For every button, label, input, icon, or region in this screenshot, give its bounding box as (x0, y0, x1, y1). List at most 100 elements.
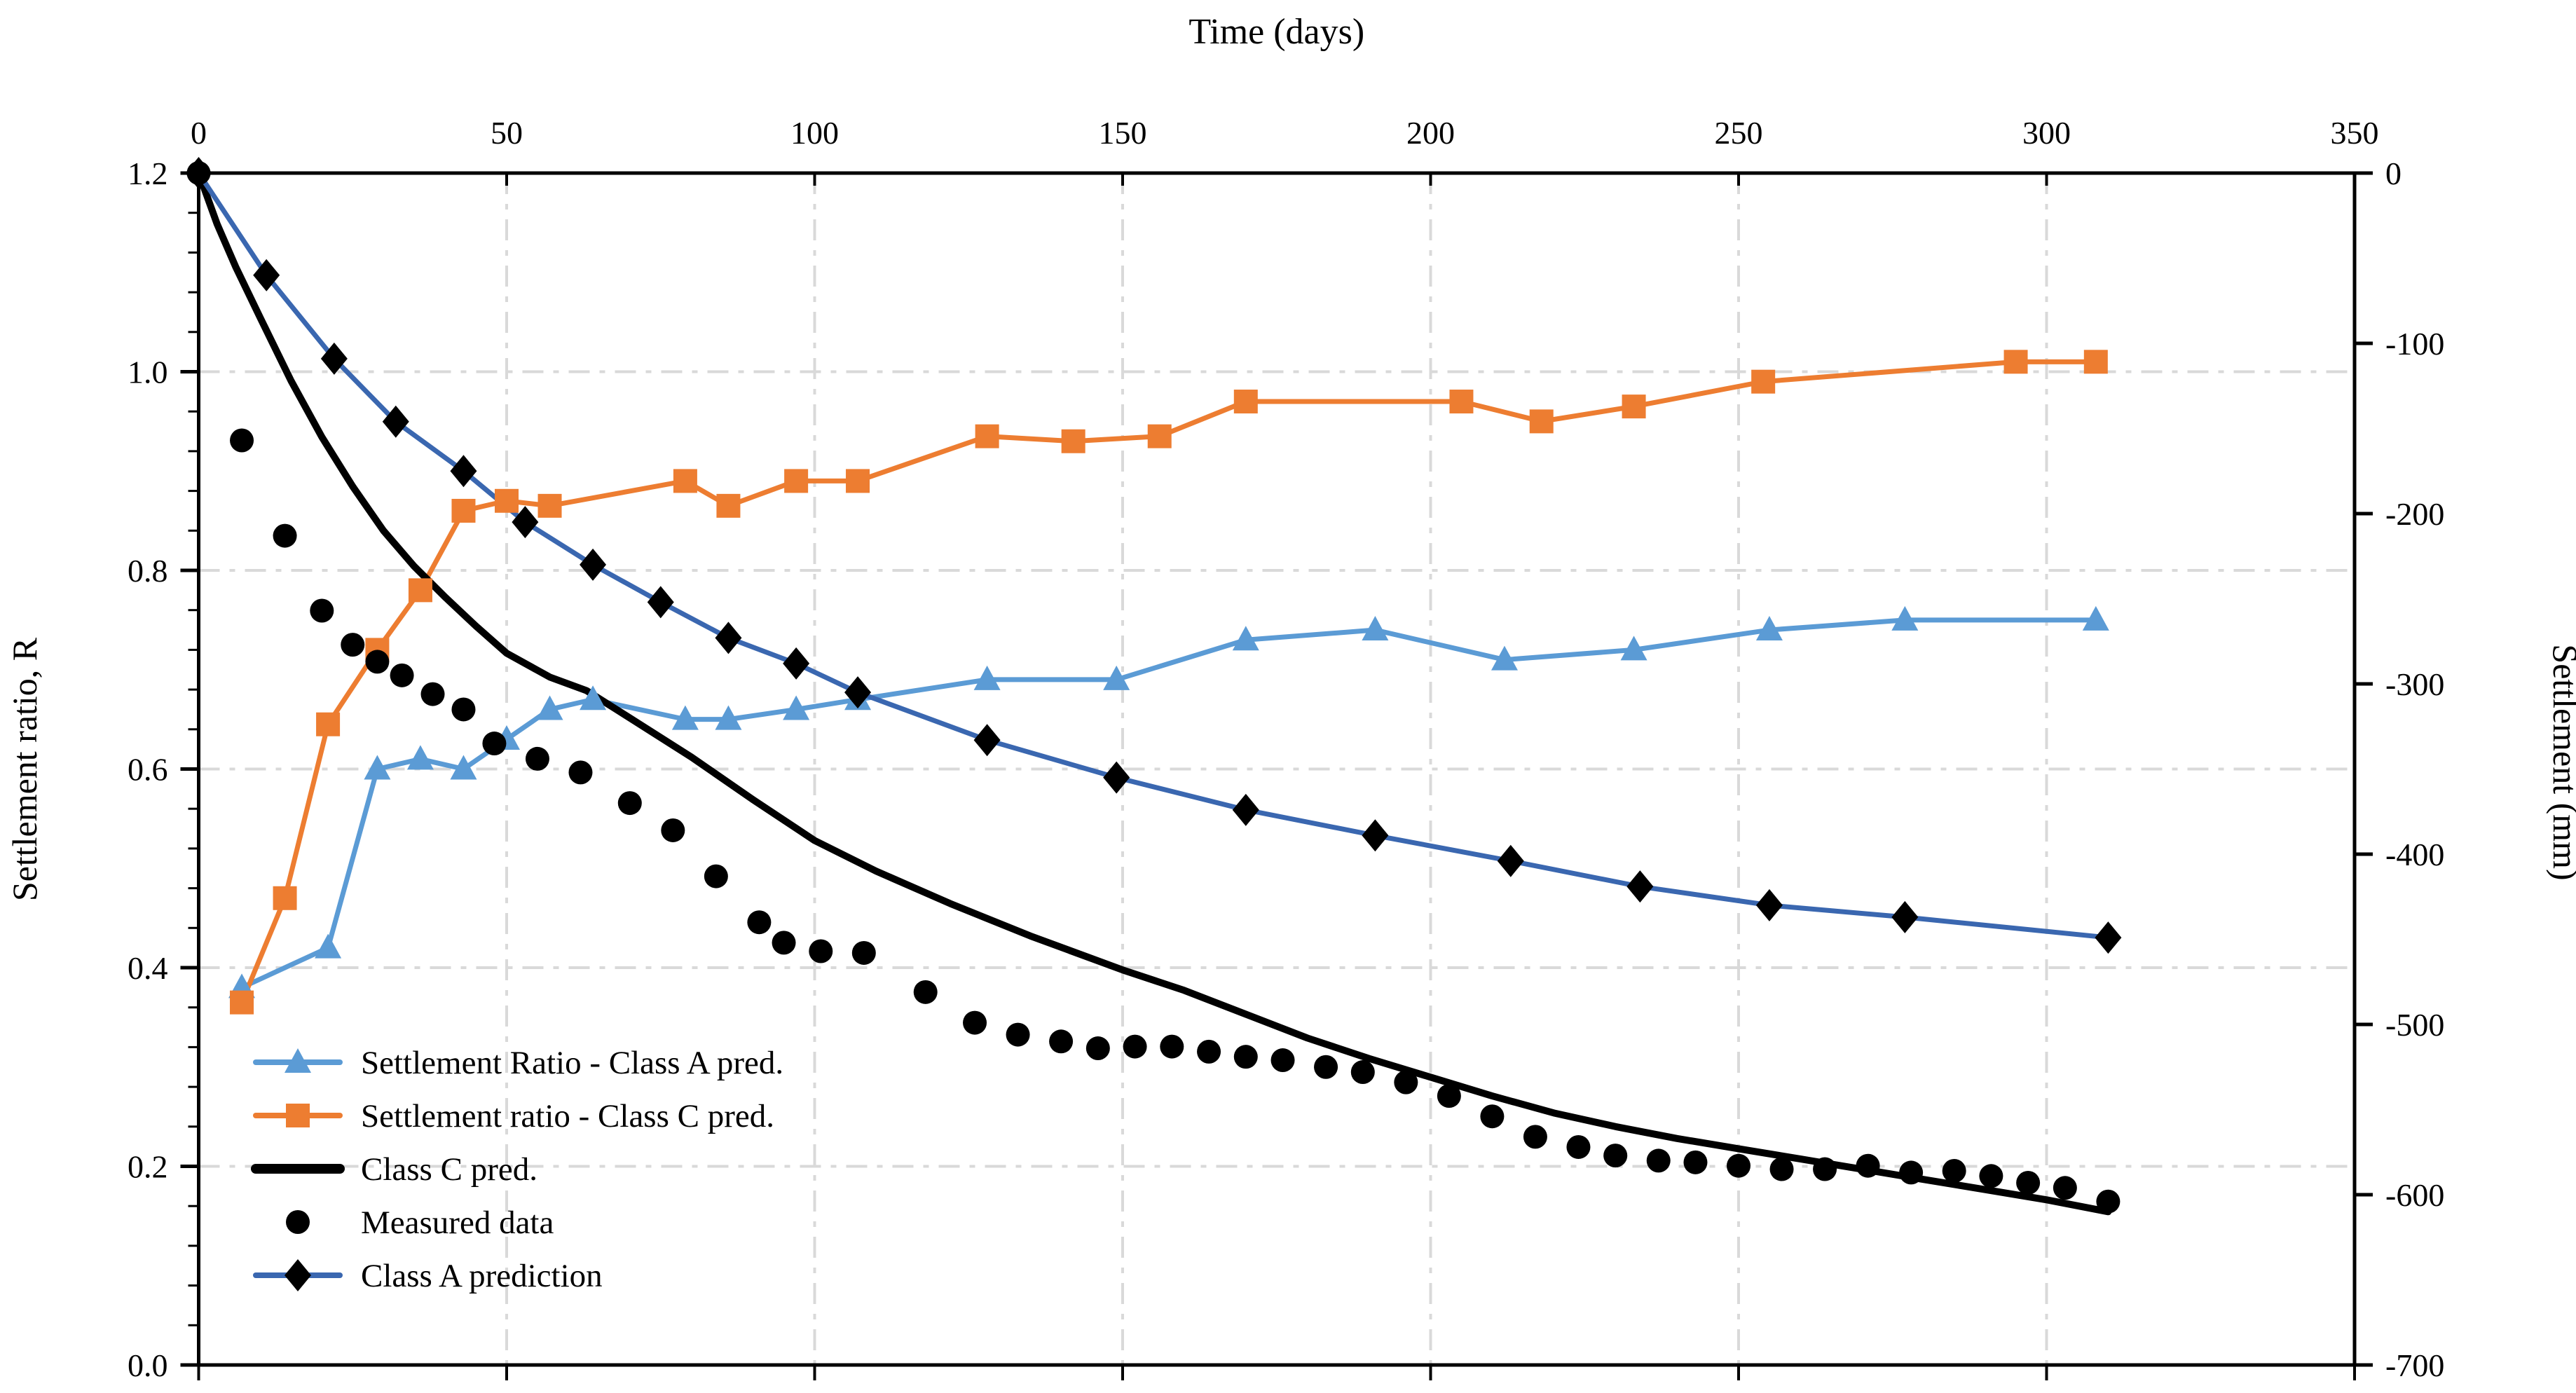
left-axis-tick-label: 1.2 (128, 156, 168, 191)
left-axis-tick-label: 0.2 (128, 1149, 168, 1185)
marker-ratio_class_c (784, 469, 809, 493)
marker-class_a_pred (1232, 793, 1259, 826)
marker-ratio_class_c (1061, 429, 1085, 453)
left-axis-tick-label: 0.8 (128, 553, 168, 589)
marker-class_a_pred (715, 622, 742, 654)
marker-measured (451, 697, 476, 722)
right-axis-tick-label: -100 (2385, 326, 2444, 362)
marker-measured (1979, 1164, 2003, 1188)
marker-ratio_class_a (580, 685, 607, 711)
marker-measured (1123, 1034, 1147, 1059)
marker-ratio_class_a (1232, 626, 1259, 651)
marker-measured (1813, 1157, 1837, 1181)
marker-class_a_pred (450, 455, 477, 488)
marker-measured (1006, 1022, 1030, 1047)
legend-marker-ratio_class_c (286, 1104, 310, 1127)
marker-ratio_class_c (2083, 350, 2108, 374)
marker-measured (1603, 1144, 1628, 1168)
marker-ratio_class_c (537, 493, 562, 518)
series-line-class_c_pred (195, 170, 2112, 1216)
marker-class_a_pred (253, 259, 280, 291)
marker-measured (230, 428, 254, 453)
marker-ratio_class_a (1103, 665, 1130, 690)
right-axis-tick-label: -700 (2385, 1347, 2444, 1383)
marker-ratio_class_c (495, 488, 519, 513)
marker-measured (1270, 1048, 1295, 1073)
marker-ratio_class_c (273, 886, 297, 910)
marker-measured (704, 864, 728, 888)
series-line-ratio_class_a (239, 617, 2099, 990)
marker-ratio_class_c (316, 712, 341, 736)
marker-measured (1049, 1029, 1074, 1054)
marker-class_a_pred (1755, 888, 1783, 921)
left-axis-tick-label: 0.4 (128, 950, 168, 986)
series-line-class_a_pred (196, 170, 2111, 940)
marker-measured (568, 760, 593, 785)
marker-measured (1523, 1125, 1547, 1149)
marker-class_a_pred (1362, 819, 1389, 852)
marker-measured (525, 746, 549, 771)
marker-ratio_class_a (715, 705, 742, 730)
marker-measured (390, 663, 414, 687)
marker-ratio_class_c (1751, 369, 1776, 394)
marker-measured (310, 598, 334, 623)
legend-marker-ratio_class_a (285, 1048, 311, 1073)
marker-class_a_pred (320, 342, 348, 375)
marker-ratio_class_a (973, 665, 1001, 690)
marker-class_a_pred (2095, 921, 2122, 954)
marker-ratio_class_a (671, 705, 699, 730)
marker-measured (273, 523, 297, 548)
marker-measured (1856, 1153, 1880, 1178)
marker-class_a_pred (783, 647, 810, 680)
left-axis-tick-label: 0.0 (128, 1347, 168, 1383)
marker-measured (1942, 1158, 1966, 1183)
marker-class_a_pred (973, 724, 1001, 757)
marker-measured (851, 940, 876, 965)
marker-ratio_class_a (450, 755, 477, 780)
marker-measured (1233, 1045, 1258, 1069)
marker-measured (1085, 1036, 1110, 1061)
marker-measured (1769, 1157, 1794, 1181)
marker-ratio_class_c (975, 424, 999, 448)
marker-ratio_class_c (1449, 390, 1474, 414)
marker-ratio_class_c (1622, 394, 1646, 419)
y-axis-title-left: Settlement ratio, R (5, 637, 44, 901)
top-axis-tick-label: 100 (790, 115, 839, 151)
top-axis-tick-label: 250 (1715, 115, 1763, 151)
marker-measured (1683, 1150, 1708, 1174)
marker-measured (1350, 1060, 1375, 1085)
marker-measured (1437, 1084, 1461, 1109)
marker-ratio_class_c (716, 493, 741, 518)
top-axis-tick-label: 200 (1406, 115, 1455, 151)
legend-item-ratio_class_a: Settlement Ratio - Class A pred. (361, 1045, 783, 1081)
marker-measured (365, 650, 390, 674)
top-axis-tick-label: 0 (191, 115, 207, 151)
marker-measured (1566, 1134, 1591, 1159)
right-axis-tick-label: 0 (2385, 156, 2402, 191)
marker-ratio_class_c (673, 469, 697, 493)
marker-measured (913, 980, 938, 1004)
marker-ratio_class_c (1529, 409, 1554, 434)
marker-measured (2096, 1189, 2121, 1214)
marker-measured (420, 682, 445, 706)
marker-class_a_pred (647, 586, 674, 619)
right-axis-tick-label: -200 (2385, 496, 2444, 532)
marker-ratio_class_a (2082, 605, 2109, 631)
marker-measured (1480, 1104, 1505, 1129)
marker-ratio_class_a (783, 695, 810, 720)
marker-ratio_class_a (1620, 636, 1647, 661)
marker-ratio_class_a (1491, 645, 1518, 671)
right-axis-tick-label: -500 (2385, 1007, 2444, 1043)
marker-class_a_pred (1626, 870, 1654, 903)
marker-class_a_pred (1497, 844, 1524, 877)
marker-measured (617, 791, 642, 816)
marker-measured (772, 931, 796, 955)
top-axis-tick-label: 300 (2022, 115, 2071, 151)
x-axis-title: Time (days) (1188, 12, 1364, 52)
marker-ratio_class_a (1891, 605, 1919, 631)
marker-ratio_class_a (1362, 616, 1389, 641)
marker-class_a_pred (512, 506, 539, 539)
top-axis-tick-label: 350 (2331, 115, 2379, 151)
marker-measured (809, 939, 833, 963)
